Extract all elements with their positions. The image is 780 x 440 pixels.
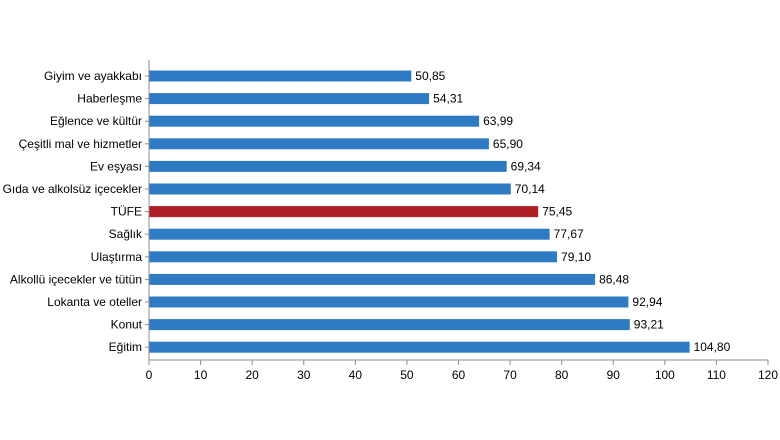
value-label: 104,80 [694, 340, 731, 354]
value-label: 50,85 [415, 69, 445, 83]
value-label: 92,94 [632, 295, 662, 309]
x-tick-label: 70 [503, 368, 517, 382]
value-label: 75,45 [542, 205, 572, 219]
labels-layer: Giyim ve ayakkabı 50,85 Haberleşme 54,31 Eğl… [3, 69, 731, 354]
value-label: 70,14 [515, 182, 545, 196]
bar-9 [149, 273, 596, 285]
x-tick-label: 80 [555, 368, 569, 382]
x-tick-label: 120 [758, 368, 778, 382]
x-tick-label: 50 [400, 368, 414, 382]
x-axis: 0 10 20 30 40 50 60 70 80 90 100 110 120 [145, 60, 778, 382]
x-tick-label: 0 [146, 368, 153, 382]
bar-4 [149, 160, 507, 172]
category-label: Lokanta ve oteller [47, 295, 142, 309]
x-tick-label: 100 [655, 368, 675, 382]
category-label: Konut [111, 318, 143, 332]
value-label: 63,99 [483, 114, 513, 128]
bar-12 [149, 341, 690, 353]
x-tick-label: 40 [349, 368, 363, 382]
category-label: Ulaştırma [91, 250, 143, 264]
category-label: Eğlence ve kültür [50, 114, 142, 128]
x-tick-label: 10 [194, 368, 208, 382]
bars-layer [149, 70, 690, 353]
category-label: Haberleşme [77, 92, 142, 106]
value-label: 69,34 [511, 159, 541, 173]
category-label: Çeşitli mal ve hizmetler [19, 137, 142, 151]
value-label: 65,90 [493, 137, 523, 151]
category-label: Eğitim [109, 340, 142, 354]
bar-7 [149, 228, 550, 240]
x-tick-label: 20 [245, 368, 259, 382]
bar-11 [149, 319, 630, 331]
category-label: TÜFE [111, 205, 142, 219]
value-label: 77,67 [554, 227, 584, 241]
value-label: 86,48 [599, 272, 629, 286]
bar-5 [149, 183, 511, 195]
value-label: 79,10 [561, 250, 591, 264]
category-label: Sağlık [109, 227, 143, 241]
bar-3 [149, 138, 489, 150]
category-label: Giyim ve ayakkabı [44, 69, 142, 83]
category-label: Gıda ve alkolsüz içecekler [3, 182, 142, 196]
bar-6 [149, 206, 539, 218]
bar-10 [149, 296, 629, 308]
value-label: 93,21 [634, 318, 664, 332]
bar-8 [149, 251, 557, 263]
x-tick-label: 60 [452, 368, 466, 382]
x-tick-label: 90 [607, 368, 621, 382]
x-tick-label: 110 [707, 368, 726, 382]
bar-1 [149, 93, 430, 105]
bar-2 [149, 115, 480, 127]
bar-0 [149, 70, 412, 82]
category-label: Alkollü içecekler ve tütün [10, 272, 142, 286]
x-tick-label: 30 [297, 368, 311, 382]
value-label: 54,31 [433, 92, 463, 106]
category-label: Ev eşyası [90, 159, 142, 173]
